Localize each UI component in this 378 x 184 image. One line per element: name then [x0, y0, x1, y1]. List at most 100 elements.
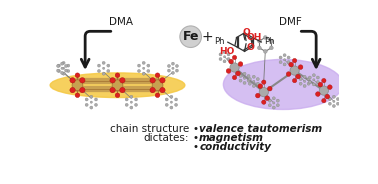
Circle shape: [115, 93, 120, 98]
Circle shape: [313, 79, 315, 81]
Circle shape: [328, 85, 332, 89]
Circle shape: [265, 96, 270, 100]
Circle shape: [336, 98, 339, 101]
Text: +: +: [202, 30, 214, 44]
Circle shape: [175, 98, 178, 101]
Circle shape: [180, 26, 201, 47]
Circle shape: [165, 103, 168, 106]
Circle shape: [107, 69, 110, 72]
Circle shape: [247, 75, 250, 77]
Circle shape: [270, 46, 273, 50]
Circle shape: [223, 56, 226, 58]
Text: HO: HO: [219, 47, 234, 56]
Circle shape: [322, 78, 326, 83]
Circle shape: [284, 59, 286, 61]
Circle shape: [296, 74, 301, 79]
Circle shape: [283, 63, 286, 66]
Circle shape: [147, 64, 150, 67]
Circle shape: [75, 93, 80, 98]
Circle shape: [135, 103, 138, 106]
Circle shape: [270, 39, 273, 43]
Circle shape: [262, 100, 266, 104]
Text: chain structure: chain structure: [110, 124, 189, 134]
Circle shape: [328, 102, 332, 105]
Circle shape: [298, 65, 303, 69]
Circle shape: [170, 101, 172, 103]
Circle shape: [276, 104, 279, 107]
Circle shape: [316, 81, 319, 84]
Circle shape: [303, 75, 306, 78]
Circle shape: [67, 64, 70, 67]
Circle shape: [279, 56, 282, 59]
Circle shape: [98, 64, 101, 67]
Circle shape: [65, 64, 68, 68]
Circle shape: [223, 51, 226, 54]
Circle shape: [289, 62, 293, 67]
Circle shape: [293, 59, 297, 63]
Ellipse shape: [50, 73, 185, 98]
Circle shape: [268, 86, 272, 91]
Circle shape: [142, 72, 145, 75]
Circle shape: [287, 56, 290, 59]
Circle shape: [130, 95, 133, 98]
Circle shape: [325, 94, 330, 99]
Circle shape: [293, 78, 297, 83]
Circle shape: [227, 53, 230, 56]
Text: O: O: [243, 29, 250, 38]
Circle shape: [232, 55, 237, 60]
Circle shape: [307, 82, 310, 85]
Circle shape: [171, 71, 175, 75]
Circle shape: [80, 78, 85, 83]
Circle shape: [332, 105, 335, 108]
Circle shape: [239, 79, 242, 82]
Circle shape: [62, 67, 65, 69]
Text: magnetism: magnetism: [199, 133, 264, 143]
Circle shape: [219, 57, 222, 61]
Circle shape: [150, 87, 155, 93]
Circle shape: [138, 69, 141, 72]
Circle shape: [90, 106, 93, 109]
Text: conductivity: conductivity: [199, 142, 271, 152]
Circle shape: [272, 106, 275, 109]
Circle shape: [125, 98, 128, 101]
Circle shape: [227, 57, 230, 61]
Circle shape: [138, 64, 141, 67]
Text: DMF: DMF: [279, 17, 302, 27]
Circle shape: [94, 103, 98, 106]
Circle shape: [61, 67, 63, 69]
Circle shape: [328, 98, 332, 101]
Circle shape: [167, 69, 170, 72]
Circle shape: [80, 87, 85, 93]
Circle shape: [219, 53, 222, 56]
Circle shape: [60, 62, 64, 65]
Circle shape: [279, 61, 282, 64]
Circle shape: [236, 71, 240, 76]
Circle shape: [268, 99, 271, 102]
Circle shape: [299, 82, 302, 85]
Circle shape: [167, 64, 170, 68]
Circle shape: [160, 78, 165, 83]
Circle shape: [98, 69, 101, 72]
Circle shape: [243, 77, 246, 79]
Circle shape: [102, 72, 105, 75]
Circle shape: [256, 77, 259, 81]
Circle shape: [243, 81, 246, 84]
Circle shape: [243, 72, 246, 75]
Circle shape: [142, 61, 145, 64]
Circle shape: [90, 95, 93, 98]
Circle shape: [85, 103, 88, 106]
Circle shape: [62, 61, 65, 64]
Circle shape: [175, 69, 178, 72]
Circle shape: [135, 98, 138, 101]
Circle shape: [110, 78, 115, 83]
Circle shape: [120, 78, 125, 83]
Circle shape: [316, 92, 320, 96]
Circle shape: [290, 66, 299, 75]
Text: OH: OH: [247, 33, 262, 42]
Circle shape: [143, 67, 145, 69]
Circle shape: [94, 98, 98, 101]
Circle shape: [299, 77, 302, 81]
Circle shape: [259, 88, 268, 97]
Circle shape: [247, 79, 250, 82]
Circle shape: [57, 64, 60, 67]
